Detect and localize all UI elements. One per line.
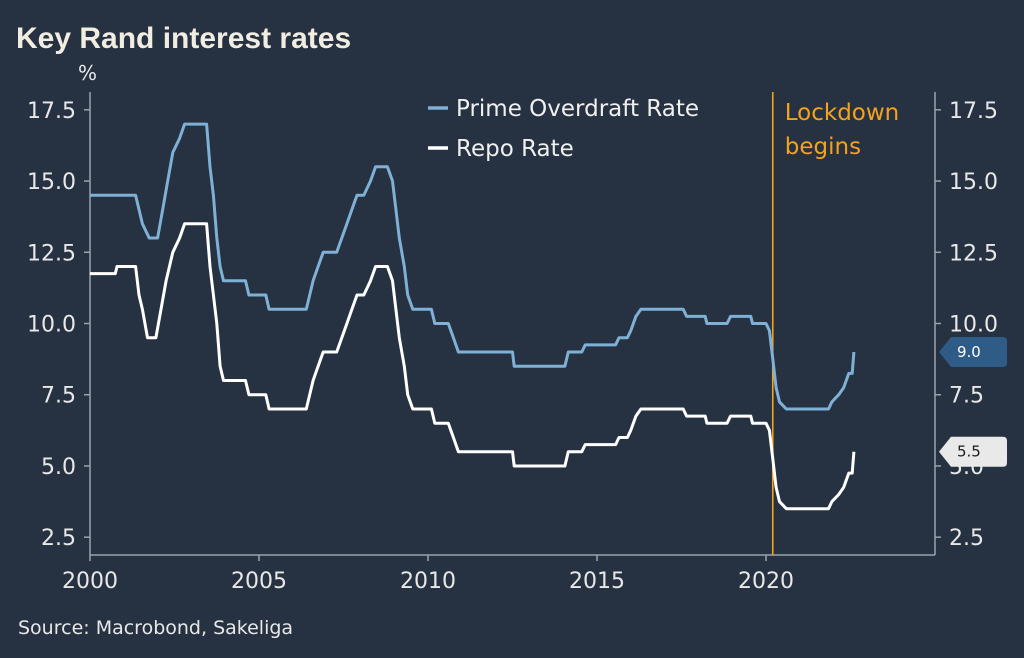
x-tick-label: 2000 xyxy=(62,569,118,594)
x-tick-label: 2015 xyxy=(569,569,625,594)
repo-rate-end-tag: 5.5 xyxy=(939,436,1007,467)
y-tick-label-right: 10.0 xyxy=(949,313,998,338)
legend-label: Prime Overdraft Rate xyxy=(456,96,699,122)
x-tick-label: 2020 xyxy=(738,569,794,594)
prime-rate-end-tag: 9.0 xyxy=(939,336,1007,367)
source-note: Source: Macrobond, Sakeliga xyxy=(18,617,293,639)
axes: 2.5 2.55.0 5.07.5 7.510.0 10.012.5 12.515.0 15… xyxy=(27,92,998,594)
end-tag-shape xyxy=(939,336,1007,367)
lockdown-annotation-text: begins xyxy=(785,134,861,160)
y-tick-label-left: 2.5 xyxy=(41,526,76,551)
y-axis-unit-label: % xyxy=(78,61,97,85)
y-tick-label-right: 12.5 xyxy=(949,241,998,266)
legend-label: Repo Rate xyxy=(456,136,574,162)
end-tag-value: 9.0 xyxy=(957,343,981,361)
series-lines xyxy=(90,122,856,511)
prime-rate-line xyxy=(90,122,856,411)
y-tick-label-left: 7.5 xyxy=(41,384,76,409)
x-tick-label: 2010 xyxy=(400,569,456,594)
y-tick-label-right: 17.5 xyxy=(949,99,998,124)
y-tick-label-left: 10.0 xyxy=(27,313,76,338)
y-tick-label-left: 17.5 xyxy=(27,99,76,124)
annotations: Lockdown begins xyxy=(771,92,900,555)
y-tick-label-right: 7.5 xyxy=(949,384,984,409)
y-tick-label-right: 15.0 xyxy=(949,170,998,195)
end-tag-shape xyxy=(939,436,1007,467)
legend: Prime Overdraft Rate Repo Rate xyxy=(428,96,699,162)
x-tick-label: 2005 xyxy=(231,569,287,594)
lockdown-annotation-text: Lockdown xyxy=(785,100,900,126)
repo-rate-line xyxy=(90,222,856,511)
chart-title: Key Rand interest rates xyxy=(16,22,351,55)
y-tick-label-left: 12.5 xyxy=(27,241,76,266)
end-tag-value: 5.5 xyxy=(957,443,981,461)
y-tick-label-left: 15.0 xyxy=(27,170,76,195)
end-value-labels: 9.0 5.5 xyxy=(939,336,1007,467)
y-tick-label-left: 5.0 xyxy=(41,455,76,480)
y-tick-label-right: 2.5 xyxy=(949,526,984,551)
